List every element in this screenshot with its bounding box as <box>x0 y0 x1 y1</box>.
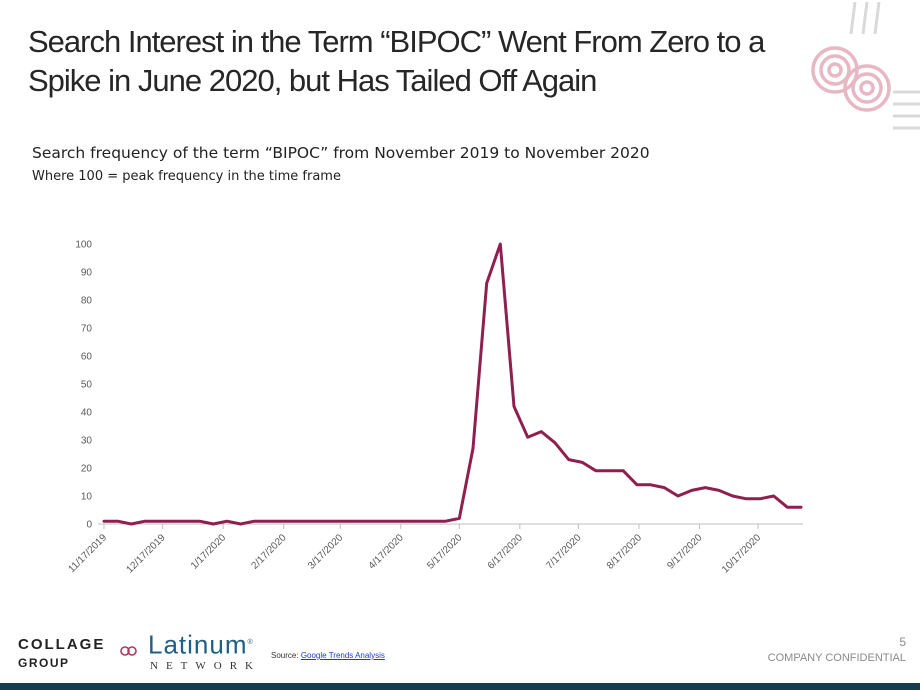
latinum-network-label: NETWORK <box>150 660 261 672</box>
page-number: 5 <box>899 635 906 649</box>
line-chart: 0 10 20 30 40 50 60 70 80 90 100 11/17/2019 12/17/20… <box>66 240 803 576</box>
series-line <box>102 242 803 526</box>
y-tick-label: 30 <box>81 436 93 447</box>
x-tick-label: 1/17/2020 <box>189 532 229 572</box>
x-tick-label: 3/17/2020 <box>306 532 346 572</box>
x-tick-label: 9/17/2020 <box>665 532 705 572</box>
latinum-wordmark: Latinum <box>148 629 248 660</box>
x-tick-label: 12/17/2019 <box>125 532 168 575</box>
y-tick-label: 0 <box>86 520 92 531</box>
source-link[interactable]: Google Trends Analysis <box>300 651 385 660</box>
y-tick-label: 10 <box>81 492 93 503</box>
slide-title: Search Interest in the Term “BIPOC” Went… <box>28 24 765 98</box>
logo-line-2: GROUP <box>18 656 70 670</box>
x-tick-label: 10/17/2020 <box>720 532 763 575</box>
y-tick-label: 40 <box>81 408 93 419</box>
y-tick-label: 100 <box>75 240 92 251</box>
footer-bar <box>0 683 920 690</box>
x-tick-label: 4/17/2020 <box>367 532 407 572</box>
registered-mark: ® <box>247 639 254 646</box>
x-tick-label: 5/17/2020 <box>425 532 465 572</box>
logo-line-1: COLLAGE <box>18 636 106 653</box>
x-tick-label: 11/17/2019 <box>66 532 109 575</box>
confidential-label: COMPANY CONFIDENTIAL <box>767 652 906 664</box>
y-tick-label: 60 <box>81 352 93 363</box>
y-tick-label: 90 <box>81 268 93 279</box>
x-tick-label: 2/17/2020 <box>249 532 289 572</box>
chart-subtitle: Search frequency of the term “BIPOC” fro… <box>32 144 650 162</box>
decorative-pattern-icon <box>811 1 920 130</box>
chart-note: Where 100 = peak frequency in the time f… <box>32 169 341 184</box>
y-tick-label: 80 <box>81 296 93 307</box>
latinum-logo: Latinum® <box>148 630 254 658</box>
y-tick-label: 70 <box>81 324 93 335</box>
y-tick-label: 20 <box>81 464 93 475</box>
y-tick-label: 50 <box>81 380 93 391</box>
source-note: Source: Google Trends Analysis <box>271 651 385 660</box>
x-tick-label: 7/17/2020 <box>544 532 584 572</box>
collage-mark-icon <box>120 646 137 656</box>
x-tick-label: 6/17/2020 <box>486 532 526 572</box>
source-label: Source: <box>271 651 299 660</box>
x-tick-label: 8/17/2020 <box>605 532 645 572</box>
collage-group-logo: COLLAGE GROUP <box>18 636 105 672</box>
